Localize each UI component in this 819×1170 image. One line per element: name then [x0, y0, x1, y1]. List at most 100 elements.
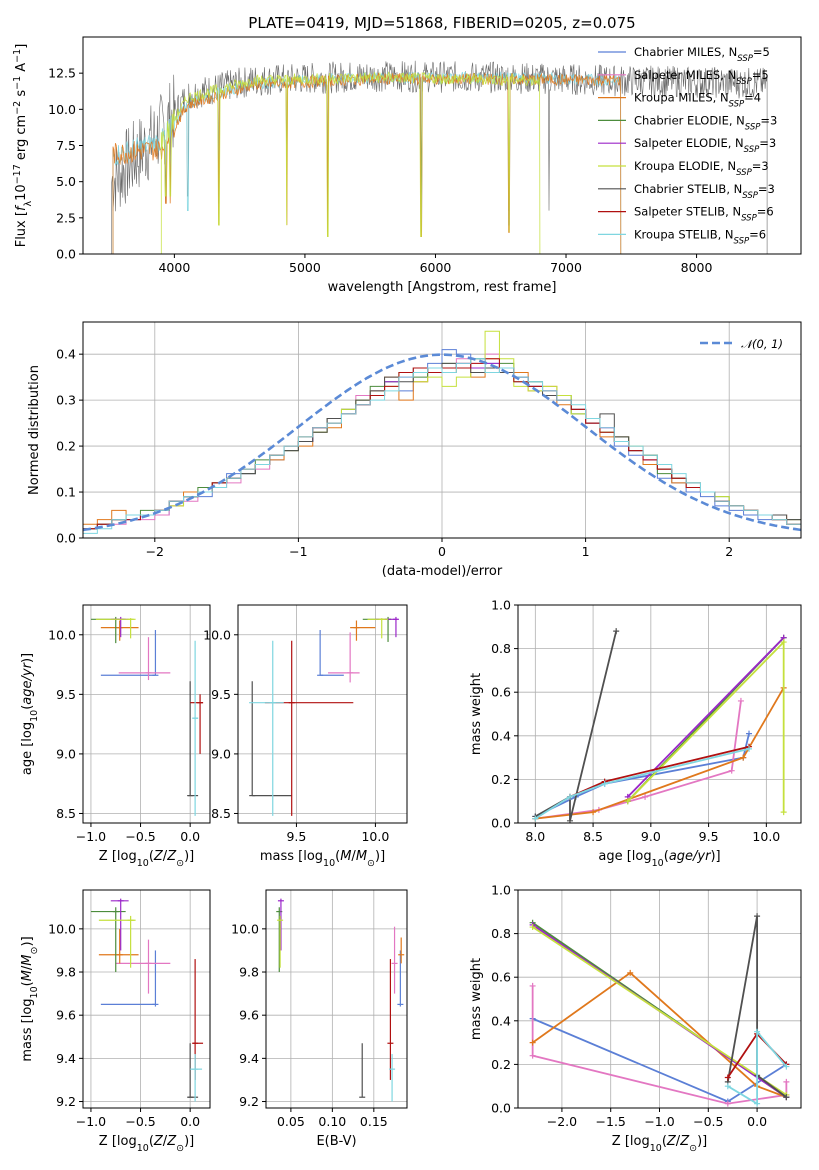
chart-mass-vs-Z: −1.0 −0.5 0.09.29.49.69.810.0Z [log10(Z/Z⊙… — [20, 889, 211, 1154]
point-kroupa-elodie — [95, 618, 136, 639]
y-tick-label: 0.2 — [491, 772, 511, 787]
y-tick-label: 8.5 — [211, 806, 231, 821]
point-chabrier-elodie — [90, 907, 126, 973]
y-tick-label: 7.5 — [56, 138, 76, 153]
series-marker — [740, 754, 747, 761]
legend-label-main: Kroupa STELIB, N — [634, 227, 734, 241]
label-part: ( — [20, 705, 35, 710]
point-chabrier-miles — [100, 950, 159, 1007]
label-part: M — [356, 849, 367, 864]
x-tick-label: −1 — [289, 544, 307, 559]
label-part: wavelength [Angstrom, rest frame] — [328, 280, 557, 295]
x-axis-label: (data-model)/error — [382, 564, 503, 579]
legend-label-tail: =3 — [758, 182, 775, 196]
x-axis-label: age [log10(age/yr)] — [598, 849, 720, 869]
y-tick-label: 0.2 — [491, 1057, 511, 1072]
label-part: / — [676, 1134, 681, 1149]
plot-area — [532, 628, 787, 823]
histogram-kroupa-stelib — [83, 358, 801, 538]
x-tick-label: −2.0 — [547, 1114, 577, 1129]
legend-label-tail: =3 — [752, 159, 769, 173]
series-marker — [780, 639, 787, 646]
label-part: ( — [20, 981, 35, 986]
x-tick-label: 0.0 — [180, 829, 200, 844]
label-part: )] — [184, 849, 194, 864]
y-tick-label: 0.4 — [491, 728, 511, 743]
plot-area — [529, 913, 790, 1107]
series-marker — [783, 1063, 790, 1070]
label-part: / — [351, 849, 356, 864]
x-tick-label: −0.5 — [125, 1114, 155, 1129]
point-chabrier-stelib — [249, 681, 292, 797]
point-salpeter-stelib — [190, 694, 204, 754]
point-salpeter-miles — [115, 939, 171, 994]
legend-label-tail: =3 — [759, 136, 776, 150]
legend-label-main: Chabrier STELIB, N — [634, 182, 742, 196]
label-part: −17 — [12, 164, 23, 184]
x-tick-label: 9.5 — [699, 829, 719, 844]
x-axis-label: Z [log10(Z/Z⊙)] — [99, 1134, 194, 1154]
label-part: ⊙ — [176, 858, 184, 869]
spectrum-kroupa-stelib — [112, 71, 622, 254]
series-marker — [724, 1100, 731, 1107]
x-axis-label: mass [log10(M/M⊙)] — [260, 849, 385, 869]
point-kroupa-stelib — [249, 640, 284, 816]
legend-label-sub: SSP — [737, 54, 753, 64]
point-chabrier-stelib — [187, 1043, 199, 1098]
x-axis-label: wavelength [Angstrom, rest frame] — [328, 280, 557, 295]
y-tick-label: 1.0 — [491, 598, 511, 613]
point-kroupa-stelib — [192, 640, 199, 816]
normal-curve — [83, 353, 801, 532]
point-chabrier-stelib — [359, 1043, 366, 1098]
chart-title: PLATE=0419, MJD=51868, FIBERID=0205, z=0… — [248, 14, 635, 32]
y-tick-label: 10.0 — [203, 627, 231, 642]
spectrum-kroupa-elodie — [160, 71, 541, 254]
point-kroupa-stelib — [190, 1054, 203, 1102]
y-tick-label: 9.0 — [56, 746, 76, 761]
series-line-kroupa-stelib — [727, 1029, 788, 1106]
y-tick-label: 9.5 — [211, 687, 231, 702]
x-tick-label: 0.10 — [318, 1114, 346, 1129]
legend-label-tail: =6 — [749, 227, 766, 241]
series-marker — [754, 1028, 761, 1035]
legend-label: Kroupa STELIB, NSSP=6 — [634, 227, 766, 246]
y-tick-label: 9.4 — [56, 1051, 76, 1066]
x-tick-label: 8.5 — [583, 829, 603, 844]
label-part: Z — [166, 1134, 177, 1149]
y-tick-label: 1.0 — [491, 883, 511, 898]
label-part: )] — [20, 653, 35, 663]
label-part: / — [163, 1134, 168, 1149]
plot-frame — [237, 604, 408, 824]
series-marker — [529, 1052, 536, 1059]
x-tick-label: 1 — [582, 544, 590, 559]
series-marker — [754, 913, 761, 920]
point-salpeter-elodie — [375, 616, 399, 638]
legend-label-main: Chabrier ELODIE, N — [634, 113, 745, 127]
label-part: mass [log — [260, 849, 323, 864]
y-tick-label: 9.8 — [239, 965, 259, 980]
series-marker — [624, 798, 631, 805]
label-part: ⊙ — [29, 946, 40, 954]
x-tick-label: 7000 — [550, 260, 582, 275]
point-chabrier-miles — [100, 630, 159, 676]
y-tick-label: 9.0 — [211, 746, 231, 761]
label-part: age [log — [598, 849, 651, 864]
x-tick-label: −1.0 — [76, 1114, 106, 1129]
label-part: ( — [149, 1134, 154, 1149]
label-part: Z [log — [99, 849, 137, 864]
label-part: Flux [ — [14, 211, 29, 247]
label-part: 10 — [137, 858, 149, 869]
y-axis-label: age [log10(age/yr)] — [20, 653, 40, 775]
plot-frame — [82, 36, 802, 255]
label-part: M — [20, 970, 35, 981]
label-part: f — [14, 204, 29, 211]
series-marker — [724, 1074, 731, 1081]
label-part: age/yr — [669, 849, 712, 864]
y-tick-label: 8.5 — [56, 806, 76, 821]
series-line-chabrier-stelib — [726, 916, 787, 1098]
legend: 𝒩(0, 1) — [700, 337, 783, 351]
y-tick-label: 9.2 — [56, 1094, 76, 1109]
spectrum-chabrier-stelib — [111, 60, 768, 254]
y-tick-label: 9.6 — [56, 1008, 76, 1023]
y-tick-label: 9.5 — [56, 687, 76, 702]
